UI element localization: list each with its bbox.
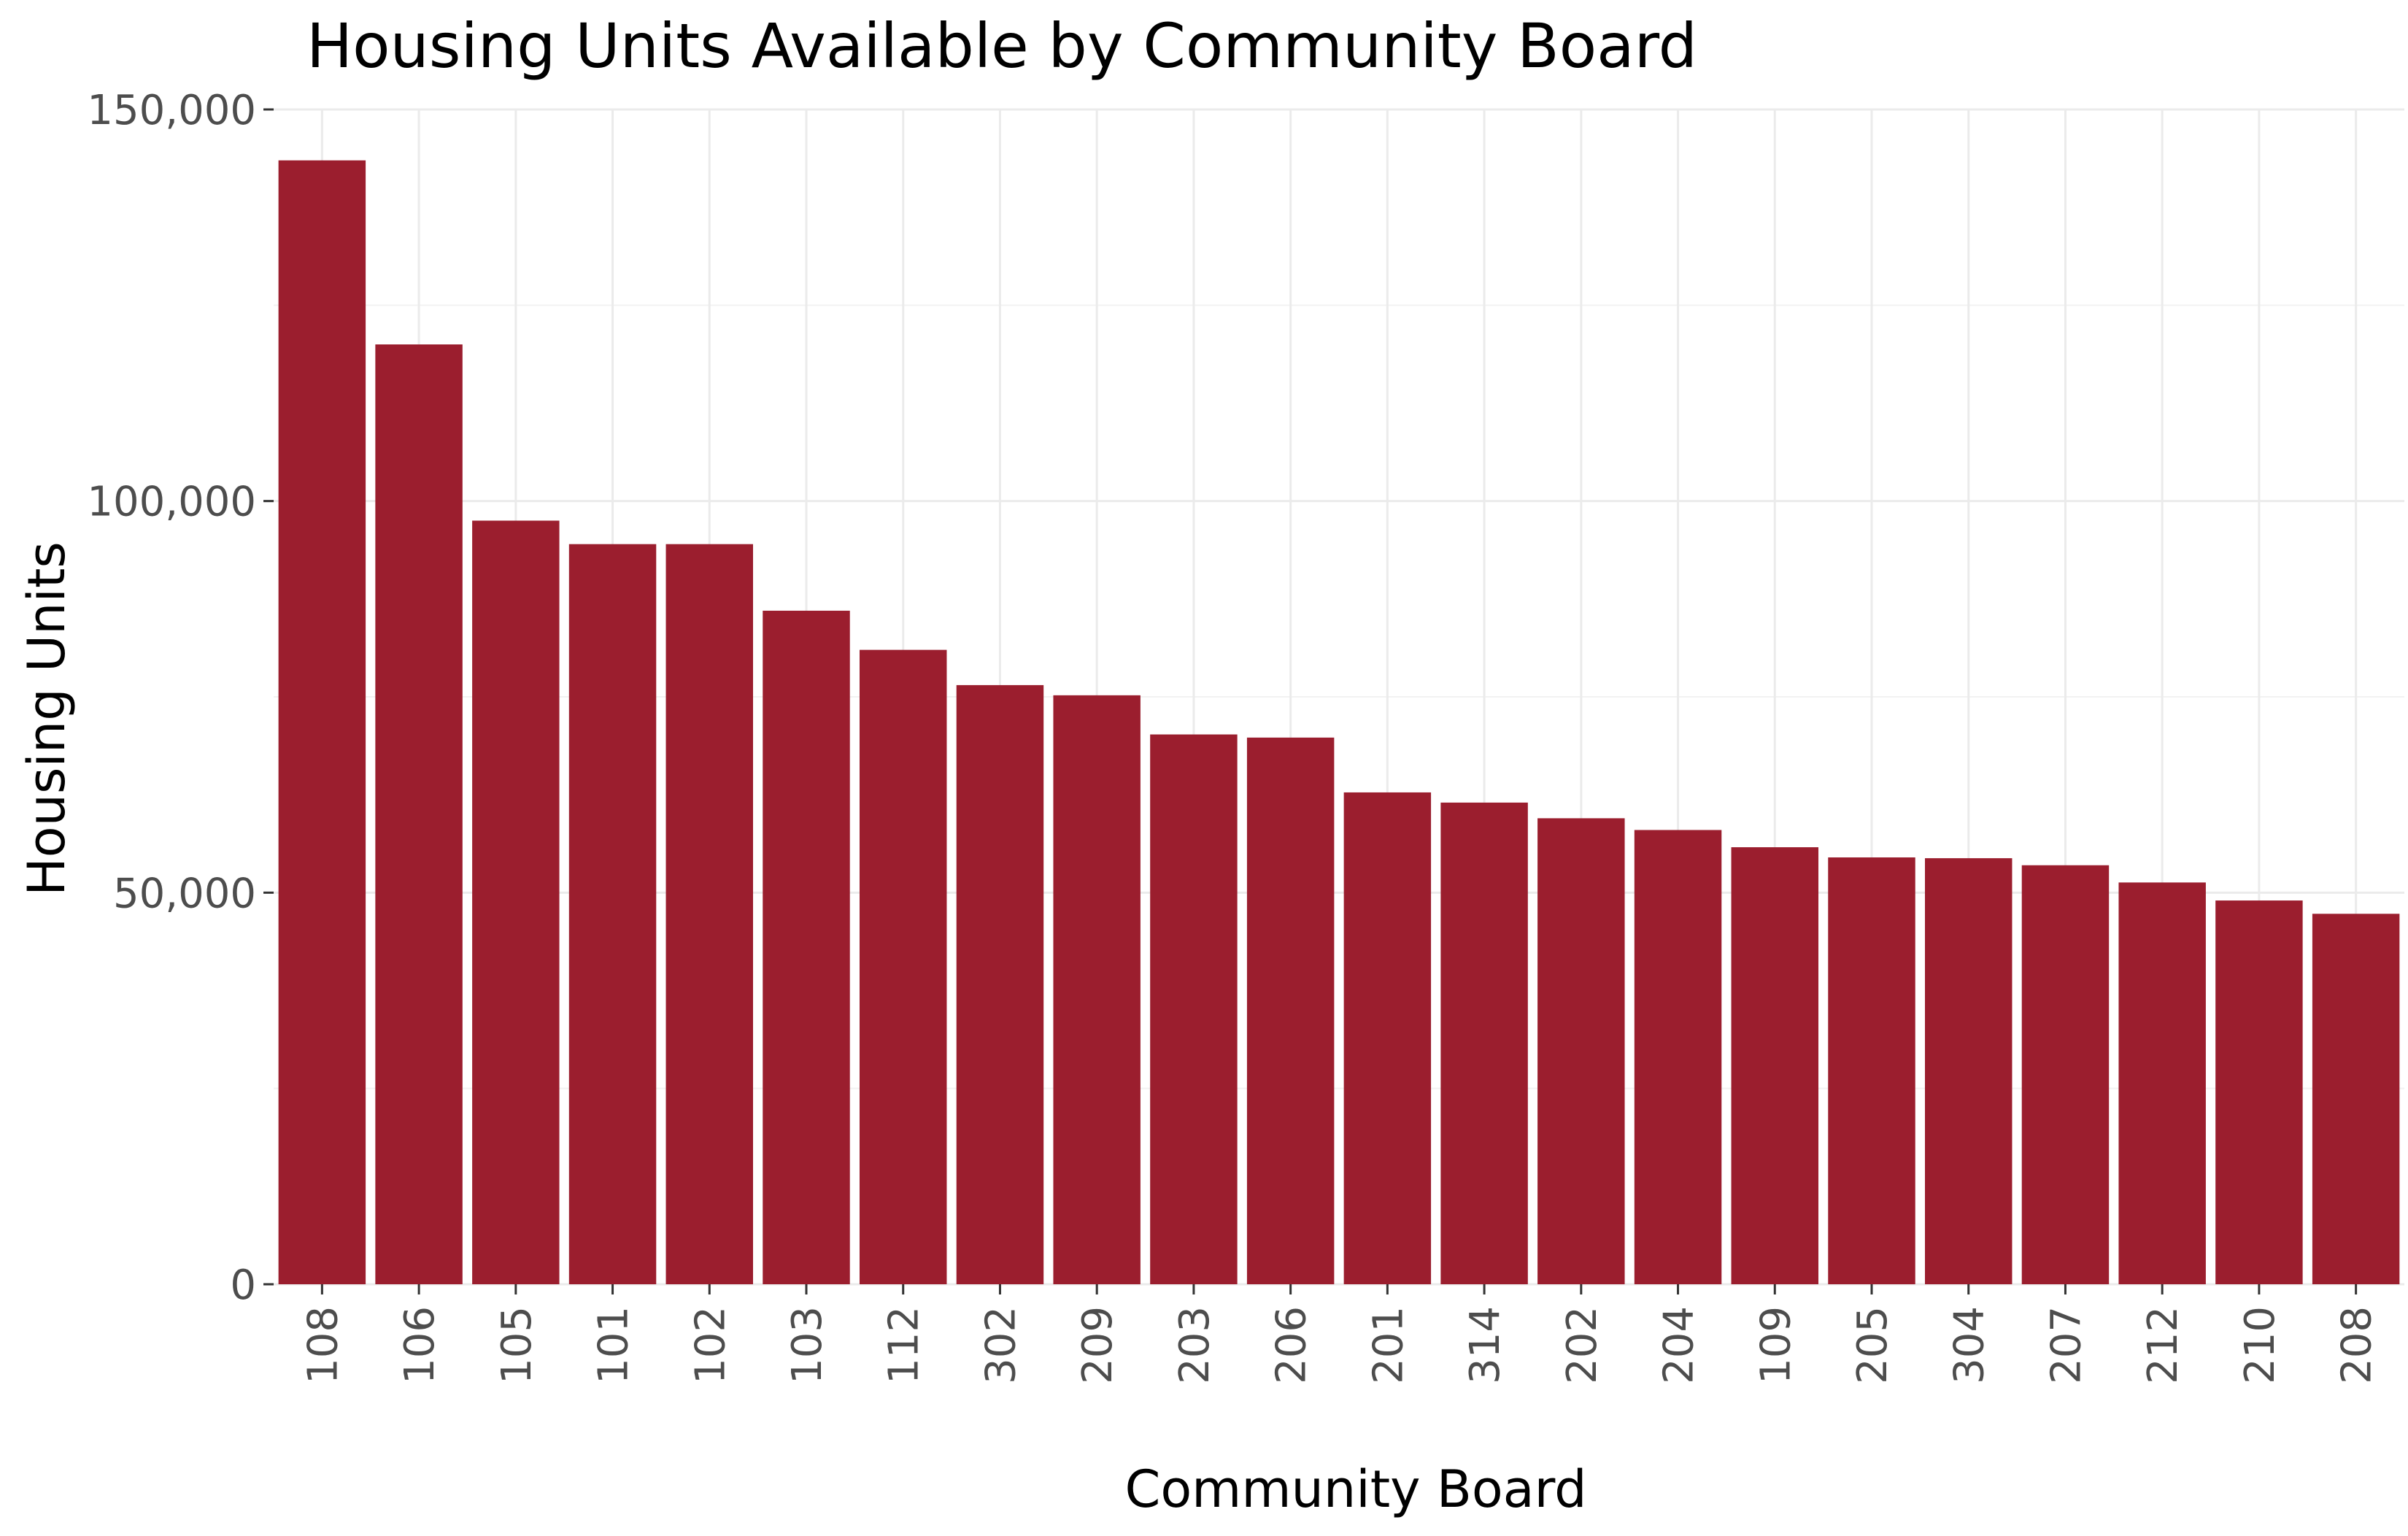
y-tick-label: 100,000 [87,479,256,526]
y-tick-label: 0 [230,1262,256,1309]
y-axis-title: Housing Units [17,541,77,896]
x-tick-label: 109 [1752,1306,1799,1384]
x-tick-label: 204 [1656,1306,1703,1384]
x-tick-label: 208 [2334,1306,2381,1384]
bar-208 [2312,914,2400,1284]
bar-304 [1925,858,2013,1284]
bar-302 [956,684,1044,1284]
y-axis-ticks: 0 50,000 100,000 150,000 [87,87,274,1309]
x-tick-label: 105 [493,1306,541,1384]
bar-203 [1150,734,1238,1284]
bar-105 [472,520,560,1284]
bar-314 [1440,802,1528,1284]
x-tick-label: 103 [784,1306,831,1384]
x-tick-label: 203 [1171,1306,1219,1384]
bar-202 [1537,818,1625,1284]
x-tick-label: 210 [2237,1306,2284,1384]
bar-207 [2021,865,2110,1284]
bar-210 [2215,900,2303,1284]
x-tick-label: 108 [299,1306,347,1384]
x-axis-ticks: 108 106 105 101 102 103 112 302 209 203 206 201 314 2… [299,1284,2381,1384]
bar-108 [278,160,366,1285]
x-tick-label: 106 [396,1306,444,1384]
x-tick-label: 304 [1946,1306,1994,1384]
x-tick-label: 101 [590,1306,638,1384]
x-tick-label: 205 [1849,1306,1896,1384]
bar-205 [1828,857,1915,1284]
bar-112 [860,649,947,1284]
x-tick-label: 102 [687,1306,734,1384]
y-tick-label: 150,000 [87,87,256,134]
bar-102 [665,544,753,1284]
x-tick-label: 207 [2042,1306,2090,1384]
x-tick-label: 302 [977,1306,1024,1384]
x-tick-label: 202 [1559,1306,1606,1384]
bar-206 [1246,737,1335,1284]
bars [278,160,2400,1285]
y-tick-label: 50,000 [113,870,256,917]
x-tick-label: 112 [881,1306,928,1384]
x-tick-label: 201 [1365,1306,1412,1384]
bar-204 [1634,830,1722,1284]
bar-209 [1053,695,1141,1284]
chart-title: Housing Units Available by Community Boa… [306,10,1697,82]
x-tick-label: 209 [1074,1306,1122,1384]
bar-103 [763,610,850,1284]
x-tick-label: 212 [2139,1306,2187,1384]
bar-201 [1343,792,1432,1284]
x-tick-label: 206 [1268,1306,1316,1384]
x-tick-label: 314 [1462,1306,1509,1384]
bar-109 [1731,847,1818,1284]
bar-101 [568,544,657,1284]
bar-106 [375,344,463,1284]
bar-212 [2118,882,2206,1284]
x-axis-title: Community Board [1124,1459,1586,1519]
